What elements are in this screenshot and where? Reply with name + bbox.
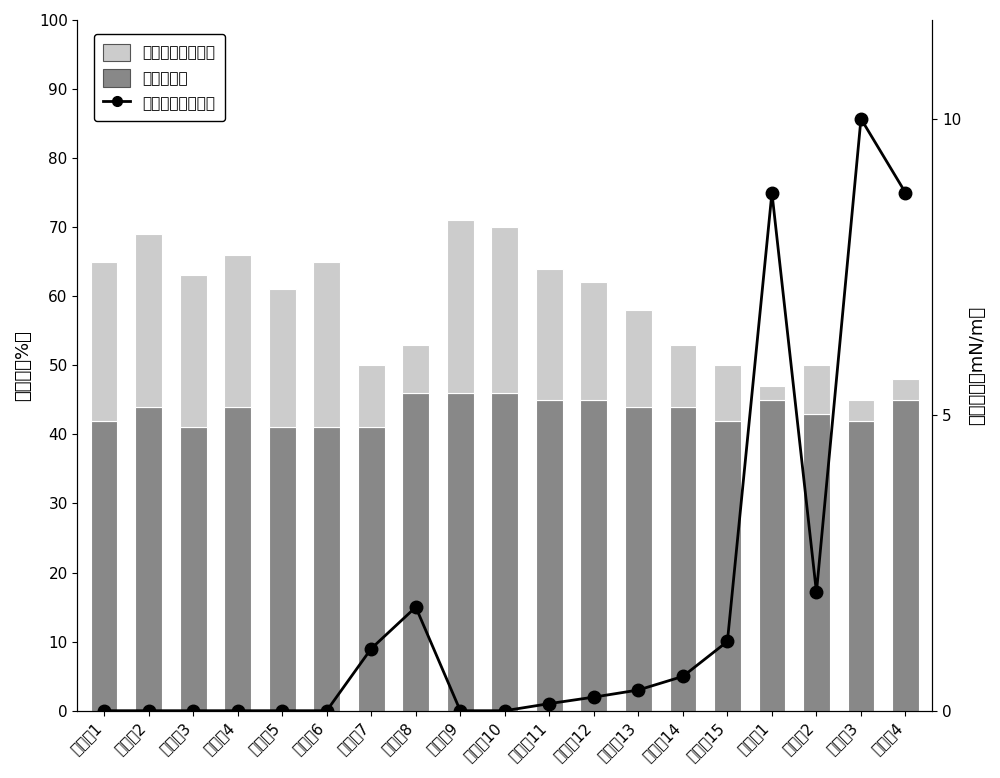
Bar bbox=[135, 407, 162, 711]
Bar bbox=[491, 227, 518, 393]
Bar bbox=[892, 379, 919, 400]
Bar bbox=[892, 400, 919, 711]
Bar bbox=[848, 400, 874, 421]
Bar bbox=[625, 310, 652, 407]
Y-axis label: 采收率（%）: 采收率（%） bbox=[14, 330, 32, 401]
Bar bbox=[759, 386, 785, 400]
Bar bbox=[313, 261, 340, 427]
Bar bbox=[135, 234, 162, 407]
Bar bbox=[402, 345, 429, 393]
Bar bbox=[670, 345, 696, 407]
Bar bbox=[759, 400, 785, 711]
Bar bbox=[180, 275, 207, 427]
Bar bbox=[91, 421, 117, 711]
Bar bbox=[714, 366, 741, 421]
Bar bbox=[180, 427, 207, 711]
Bar bbox=[91, 261, 117, 421]
Bar bbox=[402, 393, 429, 711]
Bar bbox=[625, 407, 652, 711]
Bar bbox=[358, 427, 385, 711]
Bar bbox=[447, 220, 474, 393]
Bar bbox=[536, 400, 563, 711]
Bar bbox=[269, 289, 296, 427]
Bar bbox=[447, 393, 474, 711]
Bar bbox=[536, 268, 563, 400]
Bar bbox=[269, 427, 296, 711]
Bar bbox=[580, 282, 607, 400]
Bar bbox=[358, 366, 385, 427]
Bar bbox=[714, 421, 741, 711]
Y-axis label: 界面张力（mN/m）: 界面张力（mN/m） bbox=[968, 306, 986, 425]
Bar bbox=[491, 393, 518, 711]
Bar bbox=[580, 400, 607, 711]
Bar bbox=[848, 421, 874, 711]
Bar bbox=[670, 407, 696, 711]
Bar bbox=[803, 414, 830, 711]
Bar bbox=[803, 366, 830, 414]
Bar bbox=[224, 407, 251, 711]
Bar bbox=[224, 254, 251, 407]
Legend: 纳米流体驱采收率, 水驱采收率, 纳米流体界面张力: 纳米流体驱采收率, 水驱采收率, 纳米流体界面张力 bbox=[94, 34, 225, 121]
Bar bbox=[313, 427, 340, 711]
